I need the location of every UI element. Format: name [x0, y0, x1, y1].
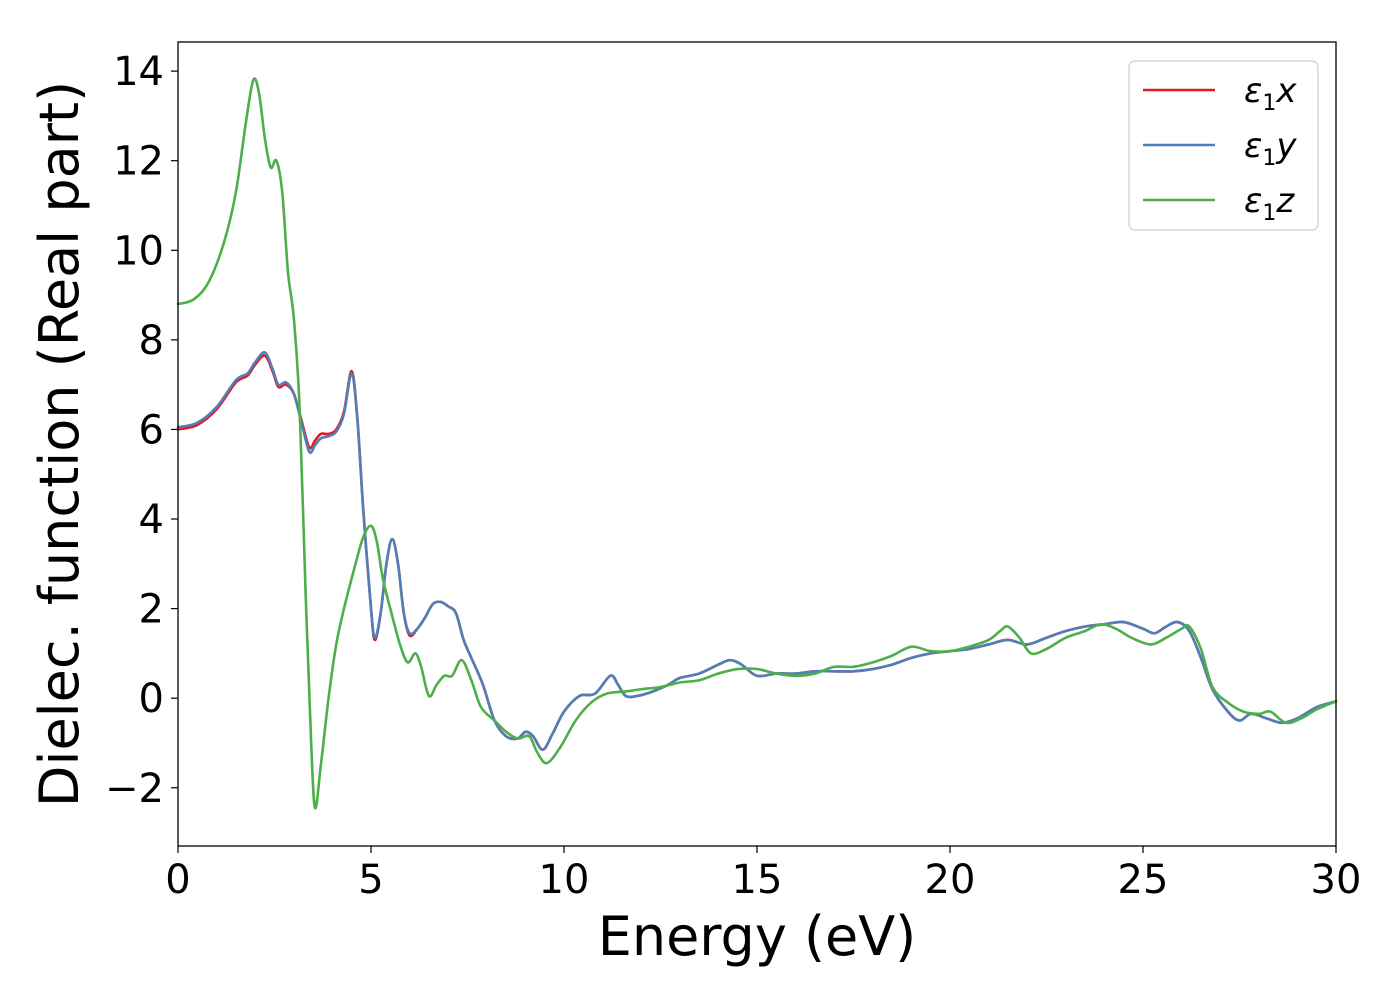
y-tick-label: 2	[139, 587, 164, 633]
y-tick-label: 4	[139, 497, 164, 543]
legend-axis: x	[1275, 71, 1297, 111]
legend-symbol: ε	[1244, 126, 1262, 166]
y-tick-label: 12	[113, 139, 164, 185]
x-tick-label: 0	[165, 857, 190, 903]
legend-symbol: ε	[1244, 181, 1262, 221]
y-tick-label: 10	[113, 228, 164, 274]
legend-label-z: ε1z	[1244, 181, 1295, 226]
legend-subscript: 1	[1262, 146, 1276, 171]
legend-axis: y	[1275, 126, 1297, 166]
legend-subscript: 1	[1262, 91, 1276, 116]
legend-box	[1128, 60, 1319, 231]
series-line-y	[176, 351, 1338, 751]
x-tick-label: 5	[358, 857, 383, 903]
y-tick-label: 6	[139, 407, 164, 453]
x-tick-label: 30	[1311, 857, 1362, 903]
legend-label-y: ε1y	[1244, 126, 1297, 171]
plot-lines	[176, 77, 1338, 810]
x-axis-label: Energy (eV)	[598, 905, 917, 968]
y-axis-ticks: −2 0 2 4 6 8 10 12 14	[105, 49, 178, 812]
x-tick-label: 25	[1118, 857, 1169, 903]
y-tick-label: 8	[139, 318, 164, 364]
legend-label-x: ε1x	[1244, 71, 1297, 116]
legend-axis: z	[1275, 181, 1295, 221]
legend-subscript: 1	[1262, 201, 1276, 226]
y-axis-label: Dielec. function (Real part)	[28, 81, 91, 807]
x-tick-label: 10	[539, 857, 590, 903]
x-tick-label: 20	[925, 857, 976, 903]
x-axis-ticks: 0 5 10 15 20 25 30	[165, 846, 1361, 903]
legend-symbol: ε	[1244, 71, 1262, 111]
x-tick-label: 15	[732, 857, 783, 903]
y-tick-label: 14	[113, 49, 164, 95]
series-line-z	[176, 77, 1338, 810]
y-tick-label: 0	[139, 676, 164, 722]
y-tick-label: −2	[105, 766, 164, 812]
